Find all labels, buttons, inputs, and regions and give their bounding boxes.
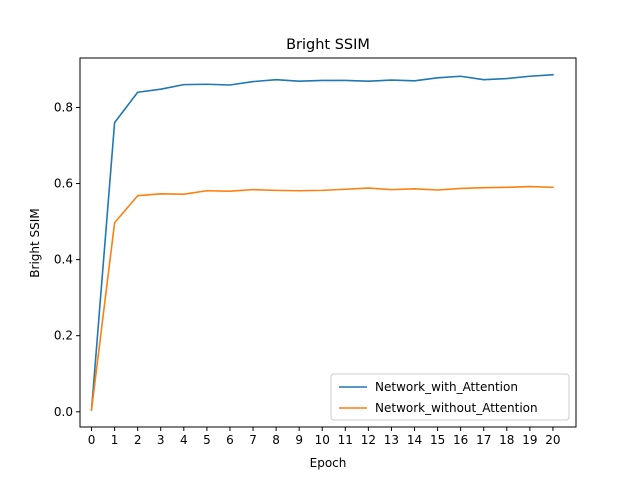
series-line-1 (90, 73, 554, 411)
x-tick-label: 14 (407, 433, 422, 447)
x-tick-label: 10 (315, 433, 330, 447)
series-line-2 (90, 185, 554, 411)
legend-label-2: Network_without_Attention (375, 401, 538, 415)
x-tick-label: 8 (272, 433, 280, 447)
y-tick-label: 0.4 (54, 253, 73, 267)
x-tick-label: 11 (338, 433, 353, 447)
x-tick-label: 17 (476, 433, 491, 447)
axes-frame (79, 57, 577, 428)
y-tick-label: 0.8 (54, 100, 73, 114)
y-axis-ticks: 0.0 0.2 0.4 0.6 0.8 (54, 100, 80, 419)
x-tick-label: 16 (453, 433, 468, 447)
x-tick-label: 18 (499, 433, 514, 447)
legend-box (330, 373, 570, 421)
x-tick-label: 6 (226, 433, 234, 447)
x-axis-label: Epoch (310, 456, 347, 470)
x-tick-label: 1 (111, 433, 119, 447)
x-tick-label: 4 (180, 433, 188, 447)
legend-label-1: Network_with_Attention (375, 380, 518, 394)
y-tick-label: 0.6 (54, 177, 73, 191)
x-tick-label: 0 (88, 433, 96, 447)
x-axis-ticks: 0 1 2 3 4 5 6 7 8 9 10 11 12 13 14 15 16 17 18 19 20 (88, 427, 561, 447)
chart-title: Bright SSIM (286, 37, 370, 53)
x-tick-label: 19 (522, 433, 537, 447)
x-tick-label: 2 (134, 433, 142, 447)
series-layer (90, 73, 554, 411)
x-tick-label: 3 (157, 433, 165, 447)
x-tick-label: 12 (361, 433, 376, 447)
x-tick-label: 7 (249, 433, 257, 447)
y-axis-label: Bright SSIM (28, 208, 42, 277)
y-tick-label: 0.0 (54, 405, 73, 419)
x-tick-label: 15 (430, 433, 445, 447)
x-tick-label: 20 (545, 433, 560, 447)
x-tick-label: 5 (203, 433, 211, 447)
x-tick-label: 13 (384, 433, 399, 447)
x-tick-label: 9 (295, 433, 303, 447)
y-tick-label: 0.2 (54, 329, 73, 343)
legend: Network_with_Attention Network_without_At… (330, 373, 570, 421)
